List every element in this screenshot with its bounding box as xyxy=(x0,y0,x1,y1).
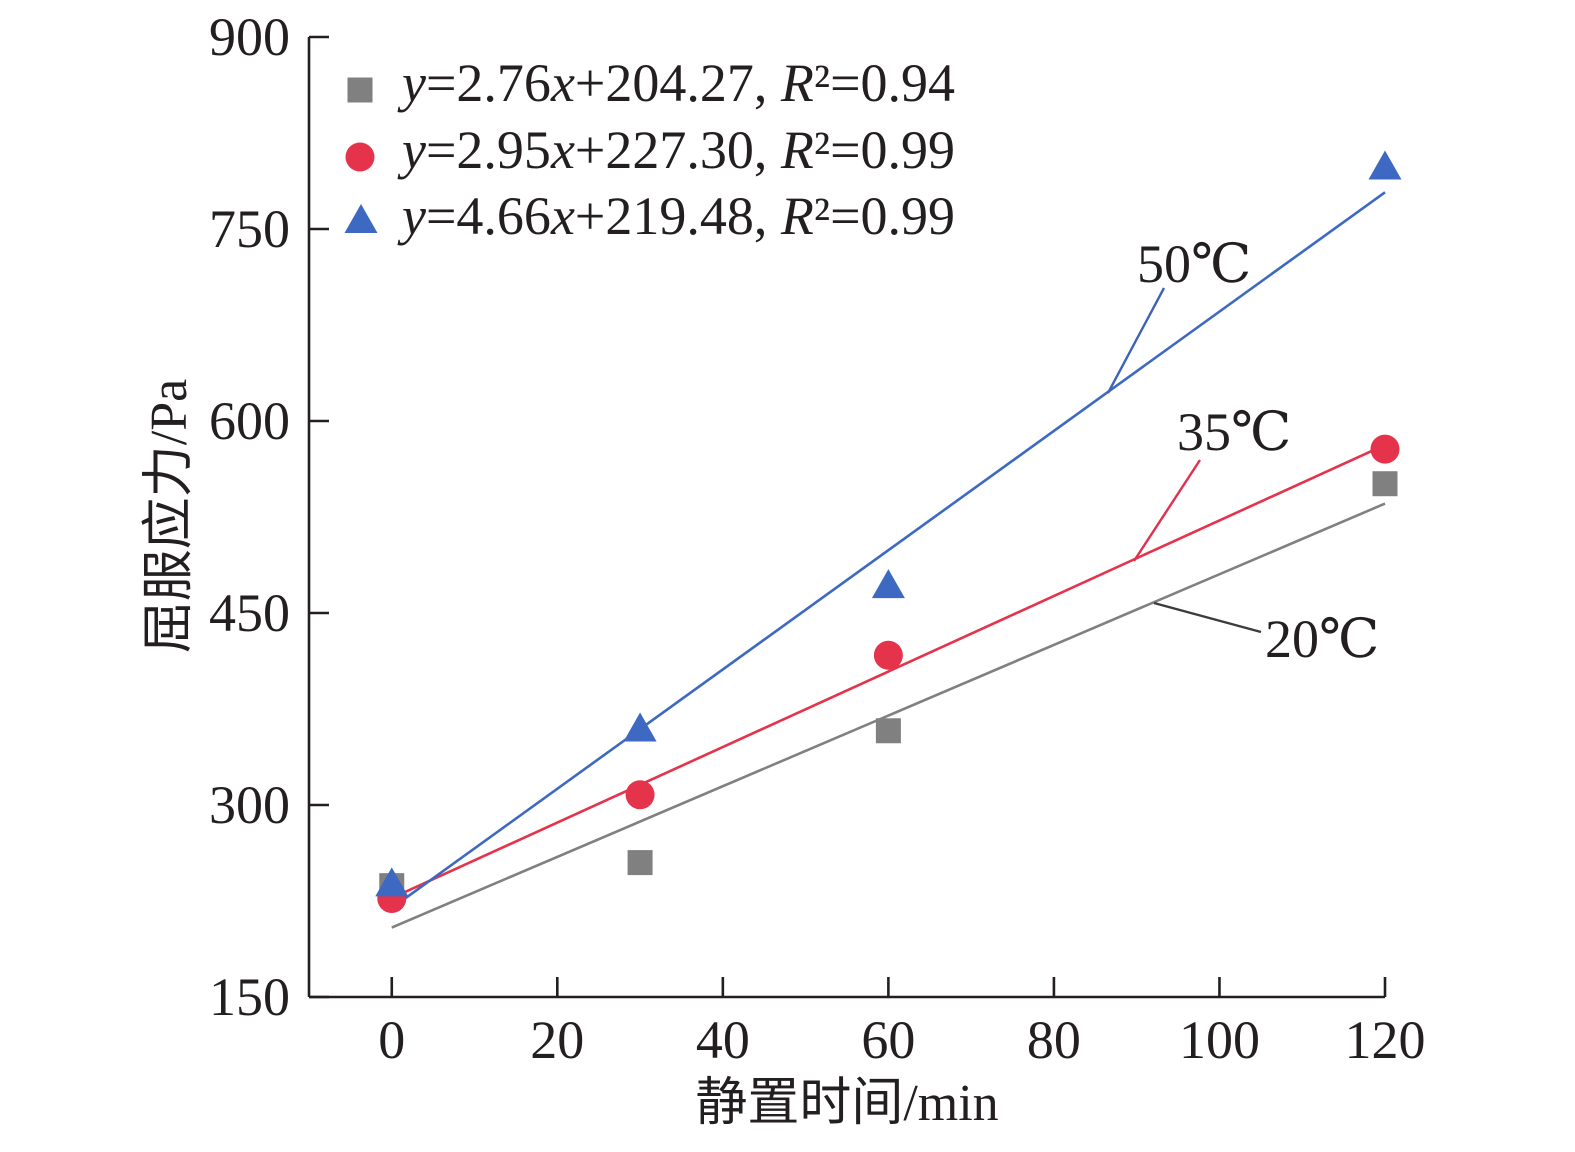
y-axis-title: 屈服应力/Pa xyxy=(141,379,198,653)
x-axis-title: 静置时间/min xyxy=(695,1075,998,1132)
legend-label-part: =2.76 xyxy=(426,53,551,113)
y-tick-label: 900 xyxy=(209,7,290,67)
y-tick-label: 450 xyxy=(209,583,290,643)
data-point xyxy=(871,569,905,599)
series-3-points xyxy=(375,150,1402,897)
data-point xyxy=(1370,434,1400,464)
legend-label-1: y=2.76x+204.27, R²=0.94 xyxy=(397,53,955,113)
y-tick-label: 600 xyxy=(209,391,290,451)
annotation-leaders xyxy=(1106,287,1262,634)
x-tick-label: 120 xyxy=(1345,1010,1426,1070)
x-tick-label: 100 xyxy=(1179,1010,1260,1070)
legend-label-2: y=2.95x+227.30, R²=0.99 xyxy=(397,120,955,180)
legend-marker-circle xyxy=(345,142,375,172)
leader-line-35c xyxy=(1132,459,1202,562)
series-label-50c: 50℃ xyxy=(1137,234,1251,294)
data-point xyxy=(875,718,901,744)
y-tick-label: 150 xyxy=(209,967,290,1027)
fit-lines xyxy=(391,191,1386,929)
data-points xyxy=(375,150,1402,913)
legend-markers xyxy=(344,77,378,233)
legend-marker-triangle xyxy=(344,204,378,233)
legend-label-part: ²=0.99 xyxy=(814,120,955,180)
legend-label-part: ²=0.94 xyxy=(814,53,955,113)
axes: 150 300 450 600 750 900 0 20 40 60 80 100 120 xyxy=(209,7,1426,1070)
legend-label-part: =2.95 xyxy=(426,120,551,180)
x-tick-label: 80 xyxy=(1027,1010,1081,1070)
x-tick-label: 40 xyxy=(696,1010,750,1070)
legend-label-part: y xyxy=(397,186,426,246)
legend-label-part: x xyxy=(550,120,575,180)
legend-label-part: R xyxy=(780,186,814,246)
data-point xyxy=(623,712,657,742)
legend-label-part: +219.48, xyxy=(575,186,781,246)
legend-label-part: y xyxy=(397,120,426,180)
series-label-35c: 35℃ xyxy=(1177,402,1291,462)
fit-line-series-3 xyxy=(391,191,1386,910)
data-point xyxy=(625,780,655,810)
data-point xyxy=(873,640,903,670)
legend-label-part: x xyxy=(550,186,575,246)
data-point xyxy=(627,850,653,876)
leader-line-50c xyxy=(1106,287,1166,394)
data-point xyxy=(375,867,409,897)
legend-label-part: x xyxy=(550,53,575,113)
y-tick-label: 300 xyxy=(209,775,290,835)
series-2-points xyxy=(377,434,1400,913)
legend-label-part: +204.27, xyxy=(575,53,781,113)
legend-marker-square xyxy=(347,77,373,103)
x-tick-label: 20 xyxy=(530,1010,584,1070)
series-annotations: 50℃ 35℃ 20℃ xyxy=(1137,234,1379,669)
legend-label-part: +227.30, xyxy=(575,120,781,180)
legend-label-part: =4.66 xyxy=(426,186,551,246)
series-label-20c: 20℃ xyxy=(1265,609,1379,669)
legend: y=2.76x+204.27, R²=0.94 y=2.95x+227.30, … xyxy=(344,53,955,246)
legend-label-part: R xyxy=(780,53,814,113)
leader-line-20c xyxy=(1153,601,1262,634)
data-point xyxy=(1372,471,1398,497)
data-point xyxy=(1368,150,1402,180)
x-tick-label: 60 xyxy=(861,1010,915,1070)
x-tick-label: 0 xyxy=(378,1010,405,1070)
fit-line-series-1 xyxy=(391,502,1386,929)
legend-label-part: y xyxy=(397,53,426,113)
y-tick-label: 750 xyxy=(209,199,290,259)
legend-label-part: ²=0.99 xyxy=(814,186,955,246)
fit-line-series-2 xyxy=(391,443,1386,900)
legend-label-3: y=4.66x+219.48, R²=0.99 xyxy=(397,186,955,246)
legend-label-part: R xyxy=(780,120,814,180)
